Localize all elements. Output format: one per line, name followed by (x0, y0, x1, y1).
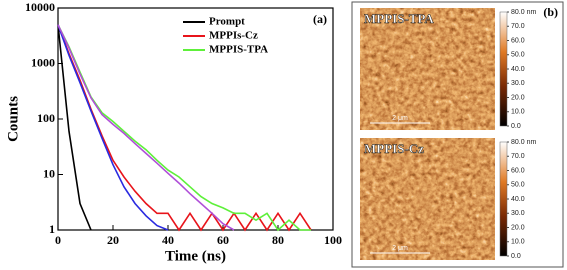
plot-frame (57, 7, 334, 231)
legend-label: Prompt (209, 16, 245, 28)
scale-bar-label: 2 μm (392, 245, 408, 252)
colorbar-label: 70.0 (511, 153, 525, 160)
y-tick-label: 100 (37, 111, 55, 125)
afm-image (360, 138, 495, 260)
afm-title: MPPIS-Cz (364, 141, 424, 156)
panel-label: (a) (313, 12, 327, 26)
series-line (57, 24, 311, 232)
colorbar-label: 10.0 (511, 109, 525, 116)
legend-label: MPPIs-Cz (209, 30, 258, 42)
colorbar-label: 30.0 (511, 210, 525, 217)
series-line (57, 24, 169, 231)
colorbar-label: 0.0 (511, 253, 521, 260)
y-axis-label: Counts (5, 96, 21, 142)
colorbar-label: 50.0 (511, 182, 525, 189)
y-tick-label: 1000 (31, 55, 55, 69)
series-line (57, 24, 92, 231)
x-tick-label: 20 (107, 233, 119, 247)
panel-label: (b) (543, 5, 558, 19)
legend-label: MPPIS-TPA (209, 44, 268, 56)
colorbar-label: 50.0 (511, 52, 525, 59)
colorbar-label: 30.0 (511, 80, 525, 87)
series-line (57, 24, 312, 232)
y-tick-label: 10 (43, 166, 55, 180)
colorbar (499, 141, 508, 257)
afm-title: MPPIS-TPA (364, 11, 434, 26)
scale-bar-label: 2 μm (392, 115, 408, 122)
colorbar-label: 40.0 (511, 66, 525, 73)
y-tick-label: 10000 (25, 0, 55, 14)
colorbar (499, 11, 508, 127)
colorbar-label: 0.0 (511, 123, 521, 130)
colorbar-label: 20.0 (511, 94, 525, 101)
colorbar-label: 80.0 nm (511, 139, 536, 146)
x-tick-label: 40 (162, 233, 174, 247)
x-tick-label: 60 (217, 233, 229, 247)
afm-panel: (b) MPPIS-TPA 2 μm 80.0 nm 70.0 60.0 50.0 40.0 3… (360, 5, 558, 260)
colorbar-label: 20.0 (511, 224, 525, 231)
y-tick-label: 1 (49, 222, 55, 236)
colorbar-label: 70.0 (511, 23, 525, 30)
series-line (57, 24, 235, 231)
colorbar-label: 60.0 (511, 167, 525, 174)
x-tick-label: 80 (272, 233, 284, 247)
decay-plot: 0 20 40 60 80 100 1 10 100 1000 10000 Time (ns) Coun… (5, 0, 342, 264)
x-tick-label: 100 (324, 233, 342, 247)
x-axis-label: Time (ns) (165, 248, 226, 264)
colorbar-label: 60.0 (511, 37, 525, 44)
colorbar-label: 80.0 nm (511, 9, 536, 16)
colorbar-label: 10.0 (511, 239, 525, 246)
afm-image (360, 8, 495, 130)
x-tick-label: 0 (55, 233, 61, 247)
colorbar-label: 40.0 (511, 196, 525, 203)
